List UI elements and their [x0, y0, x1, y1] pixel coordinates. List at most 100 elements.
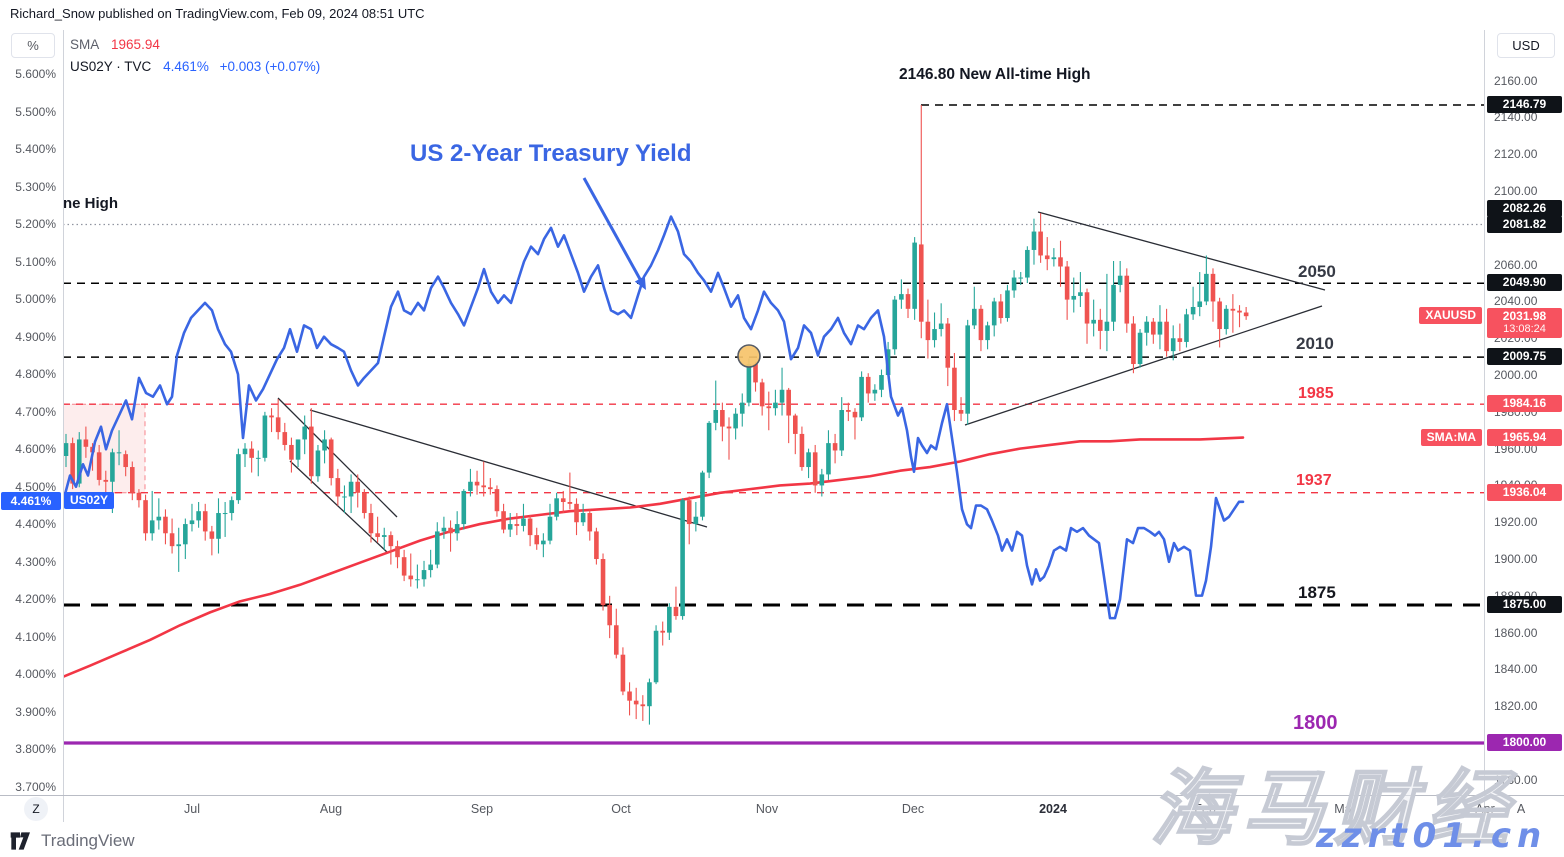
candle-body — [766, 406, 772, 409]
candle-body — [1097, 319, 1103, 331]
symbol-name: US02Y · TVC — [70, 59, 152, 74]
trendline-0 — [277, 397, 398, 518]
legend-symbol-row[interactable]: US02Y · TVC 4.461% +0.003 (+0.07%) — [70, 56, 327, 78]
candle-body — [580, 513, 586, 523]
yield-axis-tick: 4.700% — [15, 404, 56, 419]
annotation-arrow-shaft — [582, 177, 644, 284]
candle-body — [103, 479, 109, 482]
candle-body — [846, 410, 851, 412]
candle-body — [826, 443, 831, 475]
candle-body — [918, 244, 924, 322]
us02y-value-badge: 4.461% — [1, 492, 61, 511]
tradingview-logo[interactable]: TradingView — [10, 830, 135, 852]
candle-body — [1025, 249, 1030, 278]
candle-body — [938, 323, 944, 330]
price-badge-2146.79: 2146.79 — [1487, 96, 1562, 113]
candle-body — [434, 531, 440, 565]
price-axis-tick: 2000.00 — [1494, 368, 1538, 383]
candle-body — [362, 492, 367, 514]
candle-body — [1177, 338, 1183, 342]
candle-body — [1044, 255, 1050, 260]
candle-body — [779, 389, 785, 403]
candle-body — [368, 513, 374, 534]
candle-body — [454, 524, 460, 534]
candle-body — [1184, 314, 1189, 342]
candle-body — [1197, 301, 1203, 307]
candle-body — [1237, 310, 1242, 313]
candle-body — [686, 500, 692, 525]
time-axis-tick-Mar: Mar — [1334, 802, 1356, 816]
trendline-3 — [1037, 211, 1326, 291]
candle-body — [912, 242, 917, 309]
candle-body — [421, 570, 427, 580]
candle-body — [169, 533, 175, 547]
candle-body — [932, 329, 937, 341]
yield-axis-tick: 5.600% — [15, 67, 56, 81]
candle-body — [706, 422, 712, 473]
percent-scale-button[interactable]: % — [11, 33, 55, 58]
legend-sma-row[interactable]: SMA 1965.94 — [70, 34, 327, 56]
candle-body — [355, 481, 361, 493]
price-axis-tick: 2120.00 — [1494, 147, 1538, 162]
time-axis-tick-Oct: Oct — [611, 802, 631, 816]
price-axis-tick: 2040.00 — [1494, 294, 1538, 309]
usd-price-scale[interactable]: USD 2160.00 2140.00 2120.00 2100.00 2060.00 2… — [1484, 30, 1564, 795]
price-badge-1965.94: 1965.94 — [1487, 428, 1562, 446]
candle-body — [1157, 321, 1163, 335]
yield-price-scale[interactable]: % 5.600% 5.500% 5.400% 5.300% 5.200% 5.100% 5.… — [0, 30, 64, 795]
price-badge-2009.75: 2009.75 — [1487, 348, 1562, 366]
yield-axis-tick: 4.900% — [15, 329, 56, 344]
candle-body — [116, 452, 122, 454]
candle-body — [852, 411, 858, 418]
candle-body — [302, 426, 307, 440]
us02y-line — [61, 215, 1245, 620]
price-axis-tick: 2060.00 — [1494, 257, 1538, 272]
price-badge-1875.00: 1875.00 — [1487, 596, 1562, 614]
price-badge-1800.00: 1800.00 — [1487, 734, 1562, 751]
time-axis-tick-2024: 2024 — [1039, 802, 1067, 816]
candle-body — [806, 452, 811, 468]
candle-body — [176, 544, 182, 547]
trendline-4 — [964, 305, 1323, 426]
candle-body — [965, 325, 970, 414]
candle-body — [375, 533, 380, 537]
price-badge-2049.90: 2049.90 — [1487, 274, 1562, 292]
candle-body — [527, 518, 533, 536]
candle-body — [1210, 273, 1216, 302]
symbol-value: 4.461% — [163, 59, 209, 74]
candle-body — [275, 417, 281, 433]
candle-body — [209, 531, 215, 539]
candle-body — [130, 467, 135, 493]
candle-body — [753, 364, 758, 383]
time-axis-tick-Apr: Apr — [1475, 802, 1495, 816]
candle-body — [1078, 292, 1083, 296]
yield-axis-tick: 5.500% — [15, 104, 56, 119]
candle-body — [1091, 319, 1096, 324]
candle-body — [76, 439, 82, 484]
candle-body — [63, 443, 69, 457]
usd-scale-button[interactable]: USD — [1497, 33, 1555, 58]
candle-body — [726, 426, 732, 429]
yield-axis-tick: 4.400% — [15, 517, 56, 532]
candle-body — [1058, 257, 1063, 267]
publish-attribution: Richard_Snow published on TradingView.co… — [10, 6, 425, 21]
candle-body — [872, 389, 878, 394]
candle-body — [600, 559, 606, 606]
yield-axis-tick: 5.100% — [15, 254, 56, 269]
candle-body — [1144, 321, 1149, 333]
time-scale[interactable]: Jul Aug Sep Oct Nov Dec 2024 Feb Mar Apr A — [0, 795, 1564, 824]
candle-body — [660, 630, 665, 633]
candle-body — [448, 527, 453, 534]
candle-body — [289, 444, 294, 460]
candle-body — [1071, 295, 1077, 300]
candle-body — [501, 511, 506, 530]
yield-axis-tick: 4.500% — [15, 479, 56, 494]
candle-body — [149, 520, 155, 534]
candle-body — [236, 454, 241, 501]
timezone-button[interactable]: Z — [24, 797, 48, 821]
candle-body — [1111, 284, 1116, 322]
candle-body — [633, 700, 639, 705]
candle-body — [905, 294, 911, 309]
